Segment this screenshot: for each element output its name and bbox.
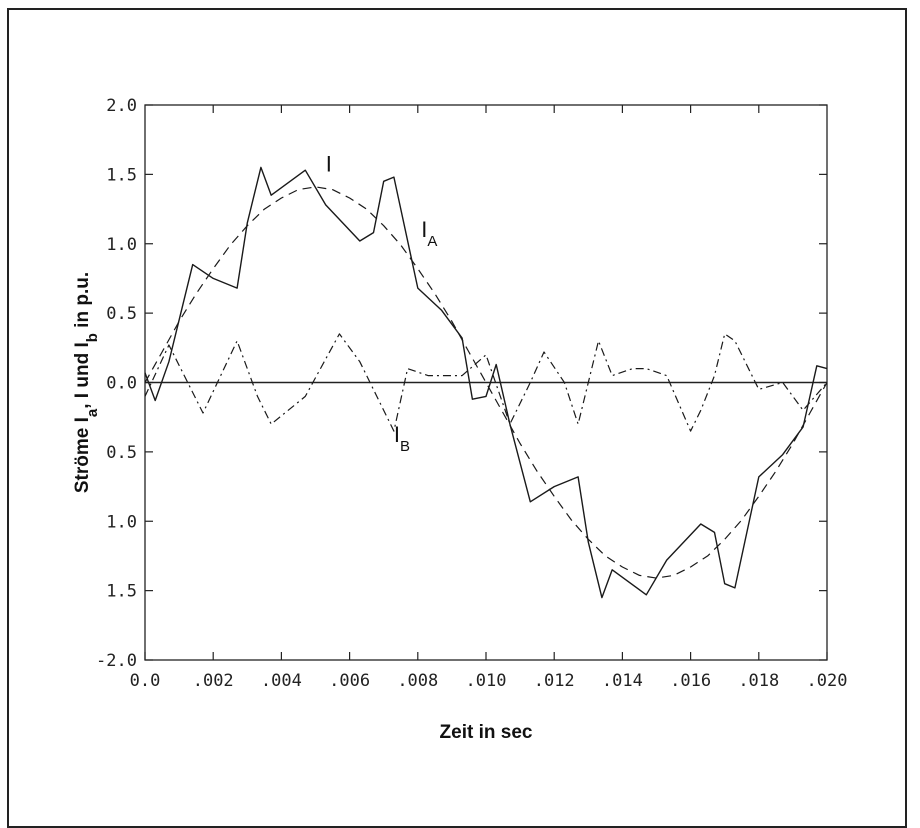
plot-area	[144, 104, 828, 661]
curve-label-main: I	[421, 217, 427, 242]
x-tick-label: .020	[807, 671, 848, 691]
curve-label: IA	[421, 217, 437, 250]
y-tick-label: 0.0	[106, 374, 137, 394]
series-i-a	[144, 186, 828, 579]
curve-label-main: I	[394, 422, 400, 447]
y-axis-title-part-a: Ströme I	[72, 417, 93, 493]
x-axis-ticks: 0.0 .002 .004 .006 .008 .010 .012 .014 .016 .018.…	[130, 105, 848, 691]
y-tick-label: 1.0	[106, 235, 137, 255]
x-tick-label: .002	[193, 671, 234, 691]
y-axis-title-sub-a: a	[84, 408, 101, 417]
x-tick-label: .016	[670, 671, 711, 691]
chart: 0.0 .002 .004 .006 .008 .010 .012 .014 .016 .018.…	[72, 96, 848, 743]
y-tick-label: 0.5	[106, 443, 137, 463]
x-tick-label: .004	[261, 671, 302, 691]
y-tick-label: 0.5	[106, 304, 137, 324]
curve-label: IB	[394, 422, 410, 455]
x-tick-label: 0.0	[130, 671, 161, 691]
curve-label-sub: B	[400, 438, 410, 455]
y-tick-label: 1.5	[106, 165, 137, 185]
y-axis-title-part-c: in p.u.	[72, 272, 93, 333]
x-tick-label: .006	[329, 671, 370, 691]
y-tick-label: -2.0	[96, 651, 137, 671]
y-axis-ticks: 2.0 1.5 1.0 0.5 0.0 0.5 1.0 1.5 -2.0	[96, 96, 827, 671]
y-axis-title-sub-b: b	[84, 333, 101, 342]
x-tick-label: .010	[466, 671, 507, 691]
series-layer	[144, 166, 828, 599]
y-tick-label: 2.0	[106, 96, 137, 116]
y-tick-label: 1.0	[106, 512, 137, 532]
x-tick-label: .012	[534, 671, 575, 691]
curve-label-main: I	[326, 152, 332, 177]
x-tick-label: .008	[397, 671, 438, 691]
series-i-b	[144, 333, 828, 432]
x-tick-label: .018	[738, 671, 779, 691]
y-tick-label: 1.5	[106, 582, 137, 602]
y-axis-title: Ströme Ia, I und Ib in p.u.	[72, 272, 101, 493]
curve-label-sub: A	[427, 232, 437, 249]
y-axis-title-part-b: , I und I	[72, 342, 93, 409]
x-tick-label: .014	[602, 671, 643, 691]
x-axis-title: Zeit in sec	[440, 722, 533, 743]
series-i	[144, 166, 828, 599]
curve-label: I	[326, 152, 332, 177]
